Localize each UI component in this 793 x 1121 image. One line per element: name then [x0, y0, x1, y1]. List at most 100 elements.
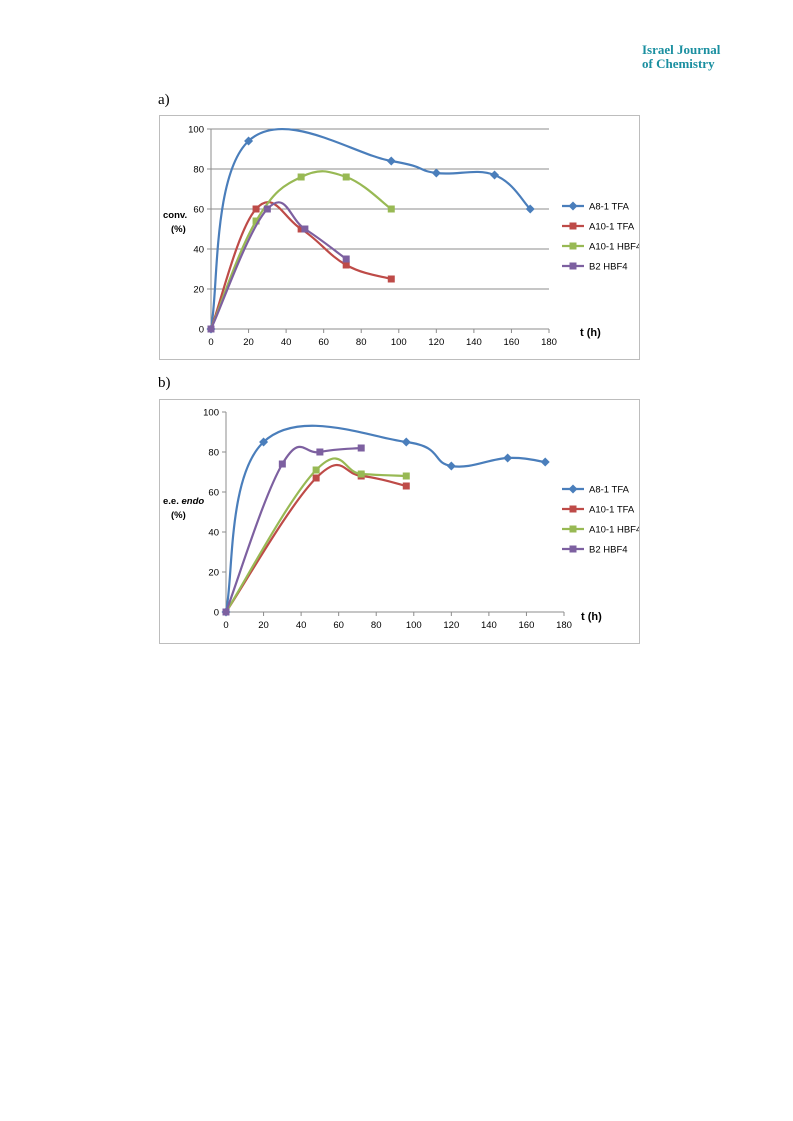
journal-name: Israel Journal of Chemistry — [642, 43, 762, 71]
legend-marker — [569, 262, 577, 270]
y-axis-label: e.e. endo — [163, 496, 204, 507]
y-axis-unit: (%) — [171, 224, 186, 235]
legend-label: A10-1 TFA — [589, 505, 635, 516]
x-tick-label: 20 — [258, 620, 269, 631]
legend-marker — [569, 525, 577, 533]
legend-marker — [569, 545, 577, 553]
legend-marker — [569, 222, 577, 230]
series-a8-1-tfa — [206, 128, 535, 334]
journal-name-line1: Israel Journal — [642, 42, 721, 57]
y-tick-label: 80 — [208, 448, 219, 459]
panel-b-label: b) — [158, 375, 171, 391]
data-point — [525, 204, 535, 214]
data-point — [297, 225, 305, 233]
data-point — [386, 156, 396, 166]
legend-label: B2 HBF4 — [589, 262, 628, 273]
x-tick-label: 40 — [281, 337, 292, 348]
y-tick-label: 0 — [214, 608, 219, 619]
y-tick-label: 80 — [193, 165, 204, 176]
y-tick-label: 100 — [188, 125, 204, 136]
legend-label: A8-1 TFA — [589, 485, 630, 496]
panel-a-label: a) — [158, 92, 170, 108]
data-point — [252, 217, 260, 225]
x-tick-label: 140 — [481, 620, 497, 631]
data-point — [357, 470, 365, 478]
x-tick-label: 80 — [371, 620, 382, 631]
y-axis-unit: (%) — [171, 510, 186, 521]
y-tick-label: 60 — [193, 205, 204, 216]
data-point — [402, 482, 410, 490]
series-line — [210, 201, 347, 330]
x-tick-label: 60 — [318, 337, 329, 348]
y-tick-label: 100 — [203, 408, 219, 419]
series-b2-hbf4 — [222, 444, 365, 616]
x-tick-label: 160 — [519, 620, 535, 631]
x-tick-label: 140 — [466, 337, 482, 348]
legend-marker — [568, 484, 578, 494]
data-point — [503, 453, 513, 463]
x-axis-label: t (h) — [580, 327, 601, 339]
data-point — [312, 474, 320, 482]
data-point — [387, 205, 395, 213]
series-line — [225, 457, 407, 613]
chart-b: 0 20 40 60 80 100 0 20 40 60 80 100 120 140 160 180 e.e.… — [163, 408, 641, 632]
series-a10-1-hbf4 — [222, 457, 410, 616]
y-axis-label: conv. — [163, 210, 187, 221]
series-line — [224, 424, 546, 613]
y-tick-label: 60 — [208, 488, 219, 499]
x-tick-label: 80 — [356, 337, 367, 348]
legend-marker — [568, 201, 578, 211]
legend-label: B2 HBF4 — [589, 545, 628, 556]
y-tick-label: 0 — [199, 325, 204, 336]
series-line — [209, 128, 532, 330]
y-axis-label-italic: endo — [179, 496, 205, 507]
x-tick-label: 40 — [296, 620, 307, 631]
y-tick-label: 20 — [193, 285, 204, 296]
legend-marker — [569, 242, 577, 250]
data-point — [387, 275, 395, 283]
data-point — [401, 437, 411, 447]
x-tick-label: 100 — [406, 620, 422, 631]
chart-b-frame: 0 20 40 60 80 100 0 20 40 60 80 100 120 140 160 180 e.e.… — [159, 399, 641, 644]
x-axis-label: t (h) — [581, 611, 602, 623]
legend-label: A10-1 HBF4 — [589, 525, 639, 536]
x-tick-label: 180 — [556, 620, 572, 631]
data-point — [490, 170, 500, 180]
data-point — [402, 472, 410, 480]
chart-a: 0 20 40 60 80 100 0 20 40 60 80 100 120 140 160 180 conv… — [163, 125, 641, 349]
data-point — [278, 460, 286, 468]
legend-label: A8-1 TFA — [589, 202, 630, 213]
data-point — [342, 173, 350, 181]
series-line — [224, 445, 362, 613]
legend-label: A10-1 HBF4 — [589, 242, 639, 253]
data-point — [259, 437, 269, 447]
series-line — [225, 463, 407, 613]
data-point — [342, 261, 350, 269]
data-point — [222, 608, 230, 616]
series-line — [209, 170, 392, 330]
data-point — [540, 457, 550, 467]
data-point — [207, 325, 215, 333]
legend-marker — [569, 505, 577, 513]
data-point — [263, 205, 271, 213]
y-tick-label: 40 — [193, 245, 204, 256]
data-point — [357, 444, 365, 452]
data-point — [316, 448, 324, 456]
x-tick-label: 120 — [443, 620, 459, 631]
x-tick-label: 180 — [541, 337, 557, 348]
y-tick-label: 20 — [208, 568, 219, 579]
data-point — [431, 168, 441, 178]
data-point — [252, 205, 260, 213]
journal-name-line2: of Chemistry — [642, 56, 715, 71]
x-tick-label: 20 — [243, 337, 254, 348]
series-a8-1-tfa — [221, 424, 550, 617]
data-point — [312, 466, 320, 474]
chart-a-frame: 0 20 40 60 80 100 0 20 40 60 80 100 120 140 160 180 conv… — [159, 115, 641, 360]
x-tick-label: 0 — [223, 620, 228, 631]
data-point — [342, 255, 350, 263]
series-line — [209, 201, 392, 330]
data-point — [301, 225, 309, 233]
x-tick-label: 0 — [208, 337, 213, 348]
data-point — [297, 173, 305, 181]
x-tick-label: 160 — [504, 337, 520, 348]
